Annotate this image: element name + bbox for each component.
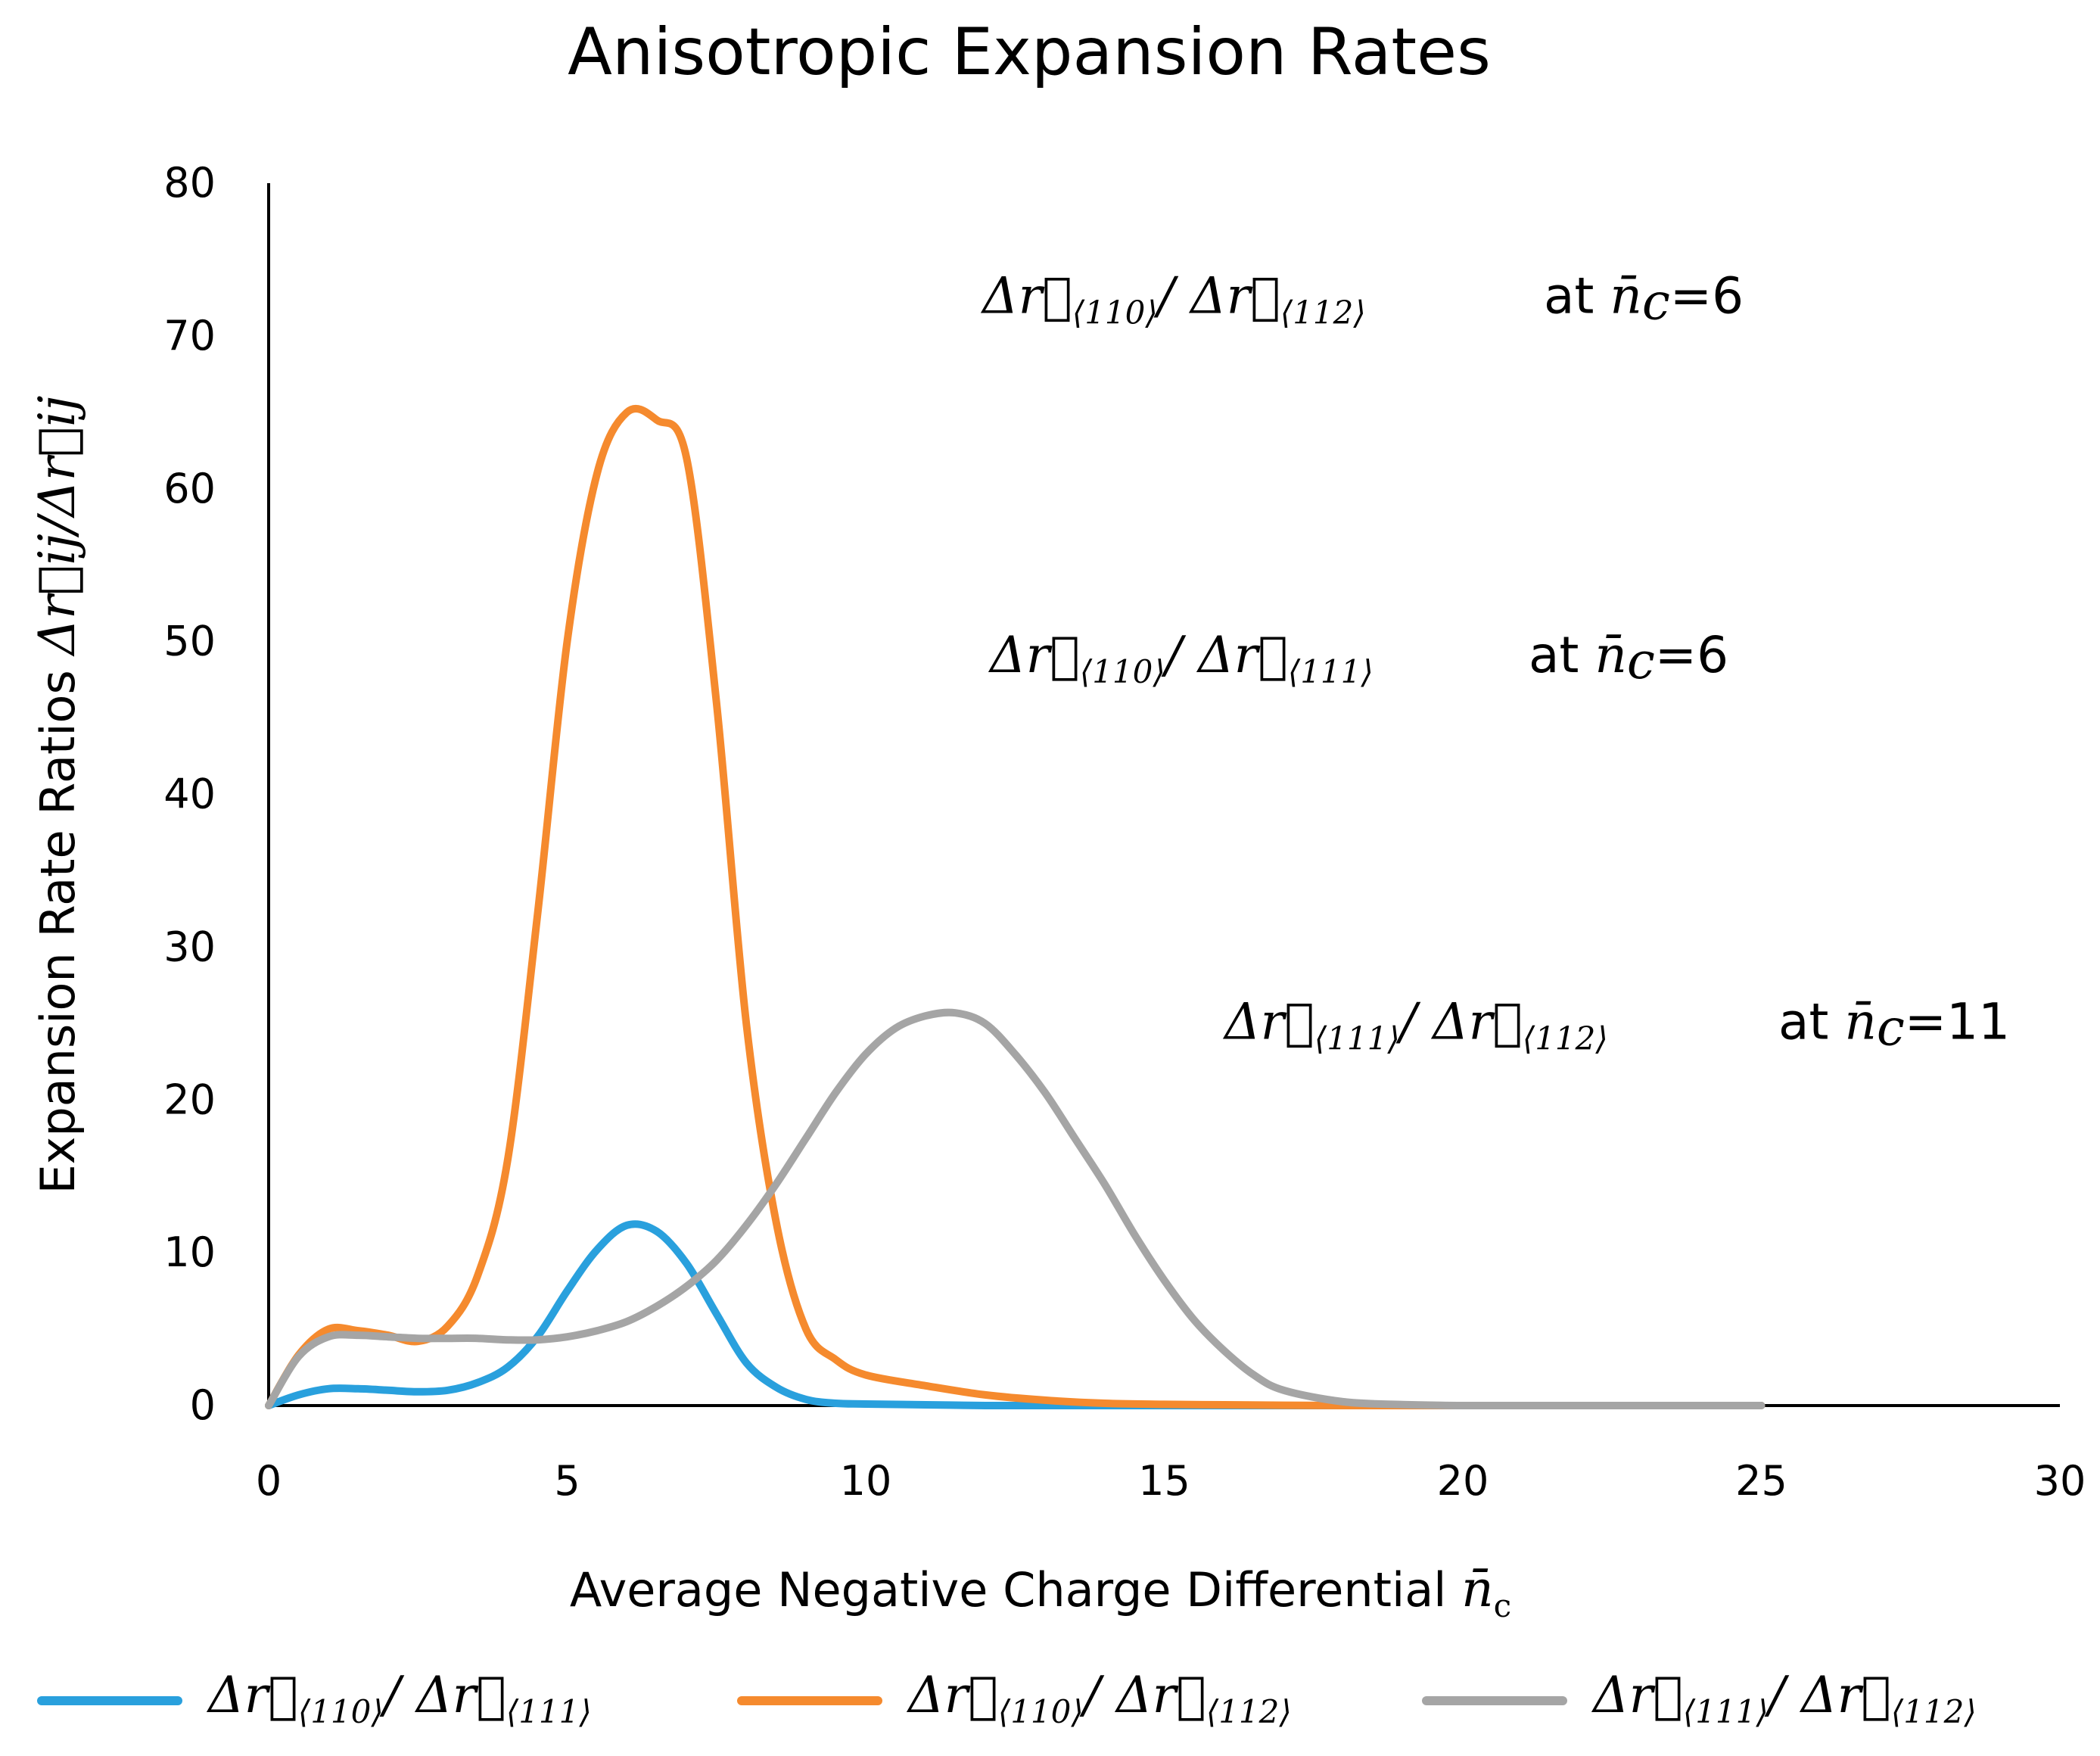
annotation-at-2: at n̄c=6 — [1529, 626, 1728, 690]
annotation-ratio-3: Δr⃗⟨111⟩/ Δr⃗⟨112⟩ — [1222, 992, 1608, 1057]
annotation-value: =6 — [1655, 626, 1728, 684]
x-axis-label-text: Average Negative Charge Differential — [570, 1562, 1461, 1617]
annotation-nc-symbol: n̄ — [1844, 992, 1877, 1051]
annotation-ratio-2: Δr⃗⟨110⟩/ Δr⃗⟨111⟩ — [988, 626, 1374, 690]
y-axis-label-text: Expansion Rate Ratios — [30, 655, 86, 1194]
annotation-at-3: at n̄c=11 — [1778, 992, 2010, 1057]
ratio-denominator-subscript: ⟨112⟩ — [1891, 1693, 1977, 1730]
y-tick-label: 30 — [163, 923, 216, 970]
ratio-slash: / — [1079, 1666, 1116, 1724]
y-tick-label: 40 — [163, 771, 216, 818]
ratio-numerator-subscript: ⟨110⟩ — [1080, 653, 1165, 690]
ratio-numerator: Δr⃗ — [980, 266, 1072, 325]
ratio-denominator-subscript: ⟨111⟩ — [506, 1693, 592, 1730]
annotation-nc-symbol: n̄ — [1610, 266, 1642, 325]
annotation-at-word: at — [1529, 626, 1594, 684]
ratio-denominator-subscript: ⟨111⟩ — [1288, 653, 1374, 690]
annotation-value: =6 — [1670, 266, 1744, 325]
legend: Δr⃗⟨110⟩/ Δr⃗⟨111⟩ Δr⃗⟨110⟩/ Δr⃗⟨112⟩ Δr⃗⟨… — [37, 1666, 1977, 1730]
legend-label-1: Δr⃗⟨110⟩/ Δr⃗⟨111⟩ — [206, 1666, 592, 1730]
x-axis-label-subscript: c — [1494, 1587, 1512, 1624]
ratio-numerator: Δr⃗ — [206, 1666, 298, 1724]
ratio-numerator: Δr⃗ — [906, 1666, 998, 1724]
annotation-at-word: at — [1778, 992, 1844, 1051]
x-tick-label: 25 — [1735, 1457, 1787, 1505]
annotation-nc-subscript: c — [1627, 632, 1655, 690]
x-tick-label: 5 — [554, 1457, 580, 1505]
ratio-slash: / — [1161, 626, 1198, 684]
chart-title: Anisotropic Expansion Rates — [568, 14, 1491, 90]
annotation-value: =11 — [1905, 992, 2010, 1051]
y-tick-label: 70 — [163, 312, 216, 360]
y-axis-label-symbol: Δr⃗ij/Δr⃗ij — [28, 395, 86, 657]
ratio-numerator-subscript: ⟨110⟩ — [1072, 294, 1158, 331]
ratio-numerator: Δr⃗ — [1591, 1666, 1683, 1724]
x-tick-label: 10 — [840, 1457, 892, 1505]
ratio-numerator: Δr⃗ — [988, 626, 1080, 684]
ratio-slash: / — [1764, 1666, 1801, 1724]
ratio-denominator: Δr⃗ — [1196, 626, 1288, 684]
x-tick-label: 20 — [1437, 1457, 1489, 1505]
ratio-numerator-subscript: ⟨110⟩ — [298, 1693, 384, 1730]
ratio-slash: / — [1395, 992, 1433, 1051]
y-tick-label: 80 — [163, 159, 216, 207]
x-tick-label: 0 — [256, 1457, 282, 1505]
ratio-numerator-subscript: ⟨111⟩ — [1683, 1693, 1769, 1730]
annotations: Δr⃗⟨110⟩/ Δr⃗⟨112⟩ at n̄c=6Δr⃗⟨110⟩/ Δr⃗⟨… — [980, 266, 2010, 1057]
ratio-denominator: Δr⃗ — [1799, 1666, 1891, 1724]
annotation-nc-subscript: c — [1877, 998, 1905, 1057]
ratio-denominator-subscript: ⟨112⟩ — [1206, 1693, 1292, 1730]
x-axis-label: Average Negative Charge Differential n̄c — [570, 1560, 1511, 1624]
legend-label-3: Δr⃗⟨111⟩/ Δr⃗⟨112⟩ — [1591, 1666, 1977, 1730]
x-tick-label: 30 — [2034, 1457, 2086, 1505]
ratio-numerator: Δr⃗ — [1222, 992, 1314, 1051]
annotation-nc-symbol: n̄ — [1594, 626, 1627, 684]
ratio-numerator-subscript: ⟨111⟩ — [1314, 1020, 1400, 1057]
x-tick-label: 15 — [1138, 1457, 1190, 1505]
ratio-denominator: Δr⃗ — [1114, 1666, 1206, 1724]
y-tick-label: 0 — [190, 1381, 216, 1429]
annotation-at-1: at n̄c=6 — [1544, 266, 1744, 331]
annotation-at-word: at — [1544, 266, 1610, 325]
ratio-denominator: Δr⃗ — [1188, 266, 1280, 325]
series-line-110-111 — [265, 1220, 1766, 1410]
annotation-nc-subscript: c — [1642, 272, 1670, 331]
y-tick-label: 60 — [163, 465, 216, 512]
ratio-slash: / — [379, 1666, 416, 1724]
y-tick-label: 50 — [163, 618, 216, 665]
ratio-denominator-subscript: ⟨112⟩ — [1523, 1020, 1608, 1057]
ratio-slash: / — [1153, 266, 1190, 325]
y-axis-label: Expansion Rate Ratios Δr⃗ij/Δr⃗ij — [28, 395, 86, 1194]
plot-area: 0 10 20 30 40 50 60 70 80 0 5 10 15 20 25 30 Average Neg… — [28, 159, 2086, 1624]
annotation-ratio-1: Δr⃗⟨110⟩/ Δr⃗⟨112⟩ — [980, 266, 1366, 331]
ratio-denominator: Δr⃗ — [1430, 992, 1523, 1051]
y-tick-label: 20 — [163, 1076, 216, 1123]
series-line-110-112 — [265, 404, 1766, 1410]
legend-label-2: Δr⃗⟨110⟩/ Δr⃗⟨112⟩ — [906, 1666, 1292, 1730]
series-line-111-112 — [265, 1008, 1766, 1410]
ratio-denominator-subscript: ⟨112⟩ — [1280, 294, 1366, 331]
y-tick-label: 10 — [163, 1228, 216, 1276]
x-axis-label-symbol: n̄ — [1461, 1560, 1494, 1618]
ratio-denominator: Δr⃗ — [414, 1666, 506, 1724]
ratio-numerator-subscript: ⟨110⟩ — [998, 1693, 1084, 1730]
